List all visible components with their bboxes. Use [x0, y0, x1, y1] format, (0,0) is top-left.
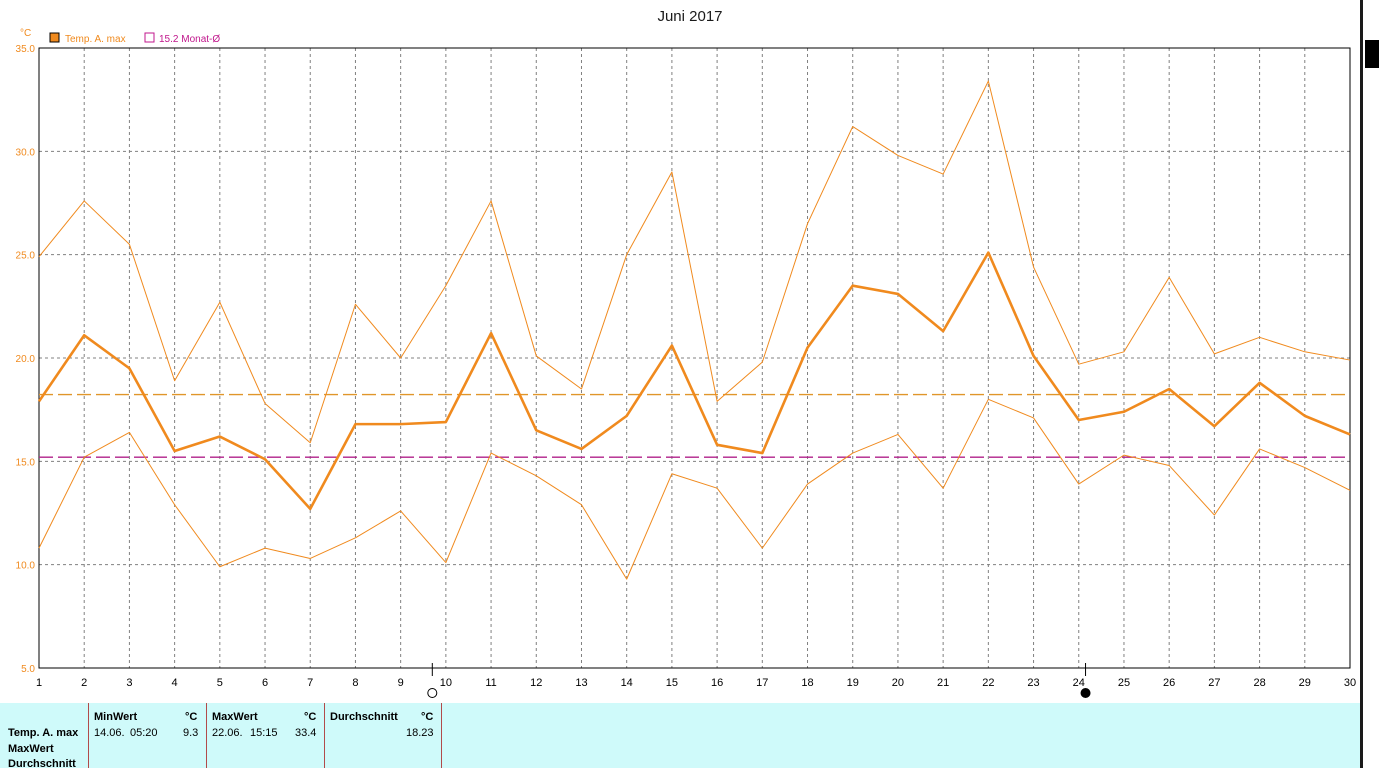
stats-avg-unit: °C — [421, 711, 434, 723]
x-tick-label: 2 — [81, 677, 87, 689]
legend-label-month-avg: 15.2 Monat-Ø — [159, 34, 220, 45]
x-tick-label: 17 — [756, 677, 768, 689]
stats-min-header: MinWert — [94, 711, 138, 723]
stats-separator — [441, 703, 442, 768]
x-tick-label: 30 — [1344, 677, 1356, 689]
stats-separator — [324, 703, 325, 768]
x-tick-label: 9 — [398, 677, 404, 689]
x-tick-label: 4 — [172, 677, 178, 689]
x-tick-label: 3 — [126, 677, 132, 689]
x-tick-label: 11 — [485, 677, 496, 689]
x-tick-label: 16 — [711, 677, 723, 689]
y-tick-label: 25.0 — [16, 251, 36, 262]
new-moon-icon — [1080, 688, 1091, 698]
x-tick-label: 6 — [262, 677, 268, 689]
y-tick-label: 10.0 — [16, 561, 36, 572]
series-line-upper — [38, 80, 1351, 444]
x-tick-label: 14 — [621, 677, 633, 689]
x-tick-label: 12 — [530, 677, 542, 689]
stats-max-time: 15:15 — [250, 727, 278, 739]
stats-separator — [206, 703, 207, 768]
stats-max-header: MaxWert — [212, 711, 258, 723]
series-line-lower — [38, 398, 1351, 580]
x-tick-label: 15 — [666, 677, 678, 689]
stats-avg-value: 18.23 — [406, 727, 434, 739]
stats-min-value: 9.3 — [183, 727, 199, 739]
stats-max-unit: °C — [304, 711, 317, 723]
y-tick-label: 35.0 — [16, 44, 36, 55]
stats-row-label-max: MaxWert — [8, 743, 54, 755]
x-tick-label: 8 — [352, 677, 358, 689]
x-tick-label: 23 — [1027, 677, 1039, 689]
stats-avg-header: Durchschnitt — [330, 711, 398, 723]
window-edge-cap — [1365, 40, 1379, 68]
plot-frame — [38, 47, 1351, 669]
x-tick-label: 21 — [937, 677, 949, 689]
stats-min-date: 14.06. — [94, 727, 125, 739]
series-line-mean — [37, 251, 1351, 511]
stats-separator — [88, 703, 89, 768]
x-tick-label: 29 — [1299, 677, 1311, 689]
chart-title: Juni 2017 — [657, 8, 722, 25]
stats-panel — [0, 703, 1360, 768]
stats-row-label-temp: Temp. A. max — [8, 727, 79, 739]
x-tick-label: 28 — [1253, 677, 1265, 689]
y-unit-label: °C — [20, 28, 31, 39]
stats-row-label-avg: Durchschnitt — [8, 758, 76, 770]
stats-min-unit: °C — [185, 711, 198, 723]
x-tick-label: 18 — [801, 677, 813, 689]
y-tick-label: 20.0 — [16, 354, 36, 365]
x-tick-label: 5 — [217, 677, 223, 689]
x-tick-label: 19 — [847, 677, 859, 689]
stats-max-value: 33.4 — [295, 727, 317, 739]
window-right-edge — [1360, 0, 1381, 768]
x-tick-label: 20 — [892, 677, 904, 689]
y-tick-label: 5.0 — [21, 664, 35, 675]
legend: Temp. A. max 15.2 Monat-Ø — [49, 32, 220, 45]
temperature-chart: Juni 2017 °C Temp. A. max 15.2 Monat-Ø 1… — [16, 8, 1356, 698]
stats-max-date: 22.06. — [212, 727, 243, 739]
x-tick-label: 7 — [307, 677, 313, 689]
y-tick-label: 30.0 — [16, 147, 36, 158]
x-tick-label: 22 — [982, 677, 994, 689]
x-tick-label: 27 — [1208, 677, 1220, 689]
stats-min-time: 05:20 — [130, 727, 158, 739]
x-tick-label: 25 — [1118, 677, 1130, 689]
legend-swatch-series — [49, 32, 60, 43]
x-tick-label: 24 — [1073, 677, 1085, 689]
y-tick-label: 15.0 — [16, 457, 36, 468]
chart-area: Juni 2017 °C Temp. A. max 15.2 Monat-Ø 1… — [15, 8, 1357, 698]
x-tick-label: 26 — [1163, 677, 1175, 689]
full-moon-icon — [427, 688, 438, 698]
x-tick-label: 13 — [575, 677, 587, 689]
x-tick-label: 1 — [36, 677, 42, 689]
legend-label-series: Temp. A. max — [65, 34, 126, 45]
x-tick-label: 10 — [440, 677, 452, 689]
legend-swatch-month-avg — [144, 32, 155, 43]
